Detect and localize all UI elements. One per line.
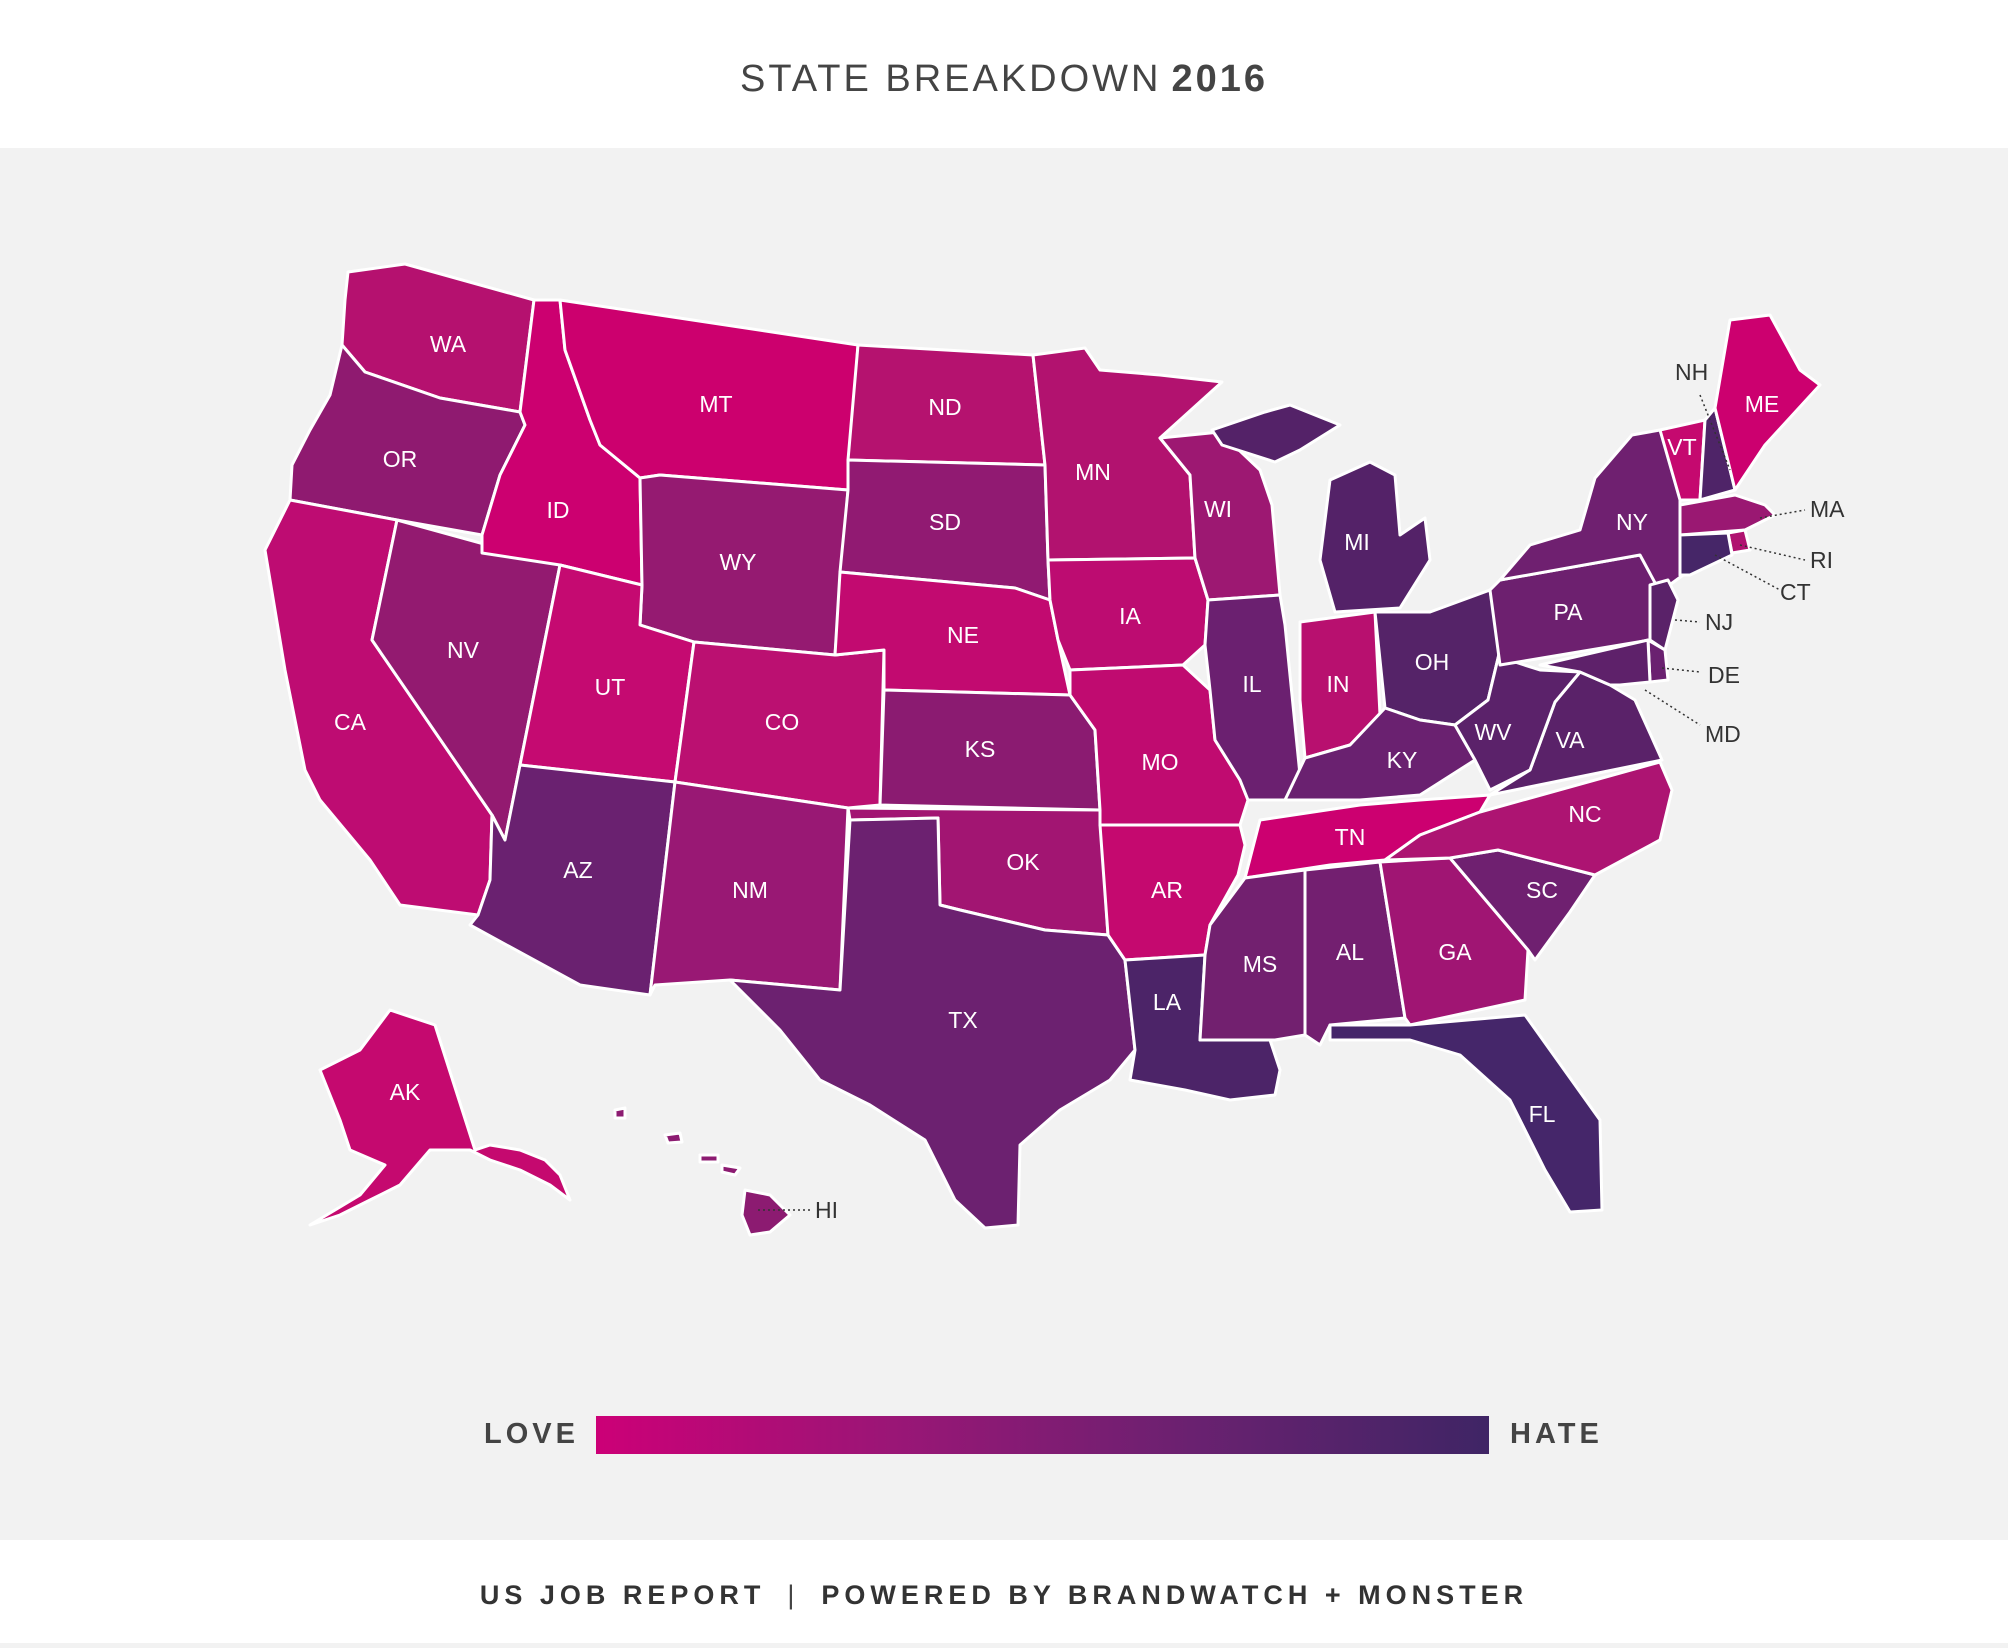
state-NJ[interactable] — [1648, 578, 1680, 652]
state-FL[interactable] — [1328, 1013, 1604, 1214]
state-label-KY: KY — [1387, 747, 1418, 773]
title-year: 2016 — [1171, 58, 1269, 100]
state-label-SC: SC — [1526, 877, 1558, 903]
state-label-MS: MS — [1243, 951, 1278, 977]
header-panel — [0, 0, 2008, 148]
state-AK[interactable] — [308, 1008, 572, 1227]
state-label-UT: UT — [595, 674, 626, 700]
state-label-ME: ME — [1745, 391, 1780, 417]
state-label-NY: NY — [1616, 509, 1648, 535]
state-label-OK: OK — [1006, 849, 1040, 875]
state-label-CA: CA — [334, 709, 367, 735]
legend-hate-label: HATE — [1510, 1418, 1603, 1450]
state-label-OR: OR — [383, 446, 418, 472]
state-label-GA: GA — [1438, 939, 1472, 965]
state-HI[interactable] — [613, 1106, 792, 1237]
footer-credit: US JOB REPORT | POWERED BY BRANDWATCH + MO… — [0, 1580, 2008, 1611]
state-label-SD: SD — [929, 509, 961, 535]
callout-lines — [758, 394, 1806, 1211]
state-label-IA: IA — [1119, 603, 1141, 629]
footer-report-name: US JOB REPORT — [479, 1580, 766, 1610]
state-MD[interactable] — [1538, 638, 1652, 687]
title-text: STATE BREAKDOWN — [739, 58, 1162, 100]
state-label-WY: WY — [719, 549, 756, 575]
state-label-WI: WI — [1204, 496, 1232, 522]
state-MA[interactable] — [1678, 493, 1777, 537]
state-label-IN: IN — [1327, 671, 1350, 697]
state-label-DE: DE — [1708, 662, 1740, 688]
state-ME[interactable] — [1713, 313, 1822, 492]
state-label-AK: AK — [390, 1079, 421, 1105]
state-labels: WA OR CA NV ID MT WY UT AZ CO NM ND SD N… — [334, 331, 1779, 1127]
state-IL[interactable] — [1203, 593, 1302, 802]
state-label-KS: KS — [965, 736, 996, 762]
legend-gradient-bar — [596, 1416, 1489, 1454]
footer-separator: | — [787, 1580, 800, 1610]
state-label-RI: RI — [1810, 547, 1833, 573]
state-label-CT: CT — [1780, 579, 1811, 605]
state-label-VA: VA — [1556, 727, 1586, 753]
state-label-MN: MN — [1075, 459, 1111, 485]
state-label-HI: HI — [815, 1197, 838, 1223]
state-label-AZ: AZ — [563, 857, 592, 883]
state-label-CO: CO — [765, 709, 800, 735]
callout-labels: NH MA RI CT NJ DE MD HI — [815, 359, 1845, 1223]
state-MO[interactable] — [1068, 663, 1250, 827]
state-label-AR: AR — [1151, 877, 1183, 903]
state-label-OH: OH — [1415, 649, 1450, 675]
state-label-NH: NH — [1675, 359, 1708, 385]
state-label-NV: NV — [447, 637, 480, 663]
state-label-PA: PA — [1554, 599, 1584, 625]
state-MI[interactable] — [1210, 403, 1432, 614]
legend-love-label: LOVE — [484, 1418, 579, 1450]
state-label-NE: NE — [947, 622, 979, 648]
state-label-WA: WA — [430, 331, 467, 357]
state-label-ND: ND — [928, 394, 961, 420]
state-label-MI: MI — [1344, 529, 1370, 555]
state-label-FL: FL — [1529, 1101, 1556, 1127]
state-label-MD: MD — [1705, 721, 1741, 747]
state-label-WV: WV — [1474, 719, 1512, 745]
footer-panel — [0, 1540, 2008, 1643]
footer-powered-by: POWERED BY BRANDWATCH + MONSTER — [821, 1580, 1529, 1610]
state-label-LA: LA — [1153, 989, 1182, 1015]
state-label-TX: TX — [948, 1007, 977, 1033]
state-label-MA: MA — [1810, 496, 1845, 522]
state-label-MT: MT — [699, 391, 732, 417]
state-label-ID: ID — [547, 497, 570, 523]
state-label-IL: IL — [1242, 671, 1261, 697]
state-label-AL: AL — [1336, 939, 1364, 965]
state-label-NC: NC — [1568, 801, 1601, 827]
state-label-TN: TN — [1335, 824, 1366, 850]
state-label-NM: NM — [732, 877, 768, 903]
state-NC[interactable] — [1383, 760, 1674, 877]
page-title: STATE BREAKDOWN 2016 — [0, 58, 2008, 101]
state-label-VT: VT — [1667, 434, 1696, 460]
state-TX[interactable] — [728, 816, 1137, 1230]
state-label-NJ: NJ — [1705, 609, 1733, 635]
state-CT[interactable] — [1678, 531, 1734, 577]
state-label-MO: MO — [1141, 749, 1178, 775]
